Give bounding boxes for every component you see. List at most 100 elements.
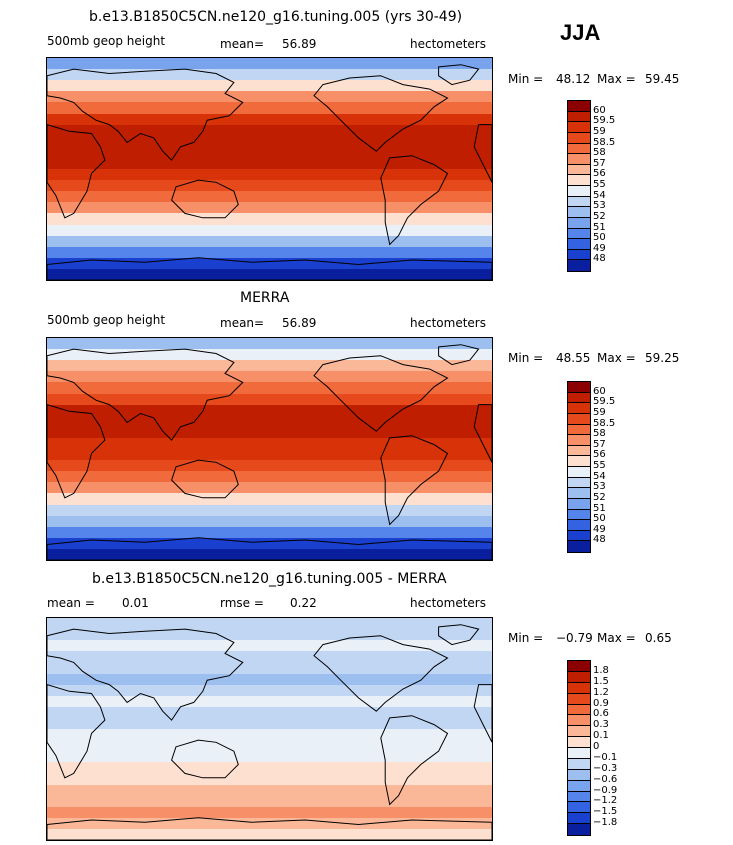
panel3-map: [46, 617, 493, 841]
panel2-max-label: Max =: [597, 351, 636, 365]
zonal-band: [47, 449, 492, 461]
colorbar-box: [568, 207, 590, 218]
colorbar-label: 57: [593, 438, 606, 450]
coastline: [438, 64, 480, 86]
panel1-mean-label: mean=: [220, 37, 265, 51]
colorbar-box: [568, 122, 590, 133]
colorbar-box: [568, 802, 590, 814]
coastline: [473, 404, 492, 463]
colorbar-label: 54: [593, 470, 606, 482]
colorbar-label: 55: [593, 179, 606, 190]
colorbar-box: [568, 249, 590, 261]
zonal-band: [47, 258, 492, 270]
panel2-max-value: 59.25: [645, 351, 680, 365]
panel1-variable: 500mb geop height: [47, 34, 166, 48]
colorbar-label: −0.3: [593, 762, 618, 774]
colorbar-box: [568, 509, 590, 521]
zonal-band: [47, 69, 492, 81]
coastline: [47, 348, 244, 441]
zonal-band: [47, 527, 492, 539]
colorbar-label: 58.5: [593, 417, 616, 429]
colorbar-label: 58: [593, 147, 606, 159]
colorbar-box: [568, 260, 590, 271]
colorbar-box: [568, 132, 590, 144]
coastline: [47, 404, 106, 499]
panel2-units: hectometers: [410, 316, 486, 330]
coastline: [47, 257, 492, 280]
colorbar-box: [568, 228, 590, 240]
colorbar-label: 1.5: [593, 675, 609, 687]
panel2-min-label: Min =: [508, 351, 544, 365]
zonal-band: [47, 807, 492, 819]
panel3-rmse-label: rmse =: [220, 596, 264, 610]
zonal-band: [47, 460, 492, 472]
panel1-map: [46, 57, 493, 281]
zonal-band: [47, 696, 492, 708]
panel1-min-label: Min =: [508, 72, 544, 86]
zonal-band: [47, 371, 492, 383]
coastline: [47, 537, 492, 560]
coastline: [47, 124, 106, 219]
colorbar-box: [568, 661, 590, 672]
panel1-colorbar: [567, 100, 591, 272]
colorbar-box: [568, 382, 590, 393]
colorbar-box: [568, 530, 590, 542]
colorbar-box: [568, 111, 590, 123]
colorbar-box: [568, 748, 590, 759]
colorbar-box: [568, 791, 590, 803]
colorbar-box: [568, 758, 590, 770]
colorbar-label: −1.2: [593, 795, 618, 807]
coastline: [380, 155, 449, 246]
colorbar-box: [568, 813, 590, 825]
colorbar-box: [568, 498, 590, 510]
colorbar-box: [568, 154, 590, 165]
colorbar-box: [568, 445, 590, 457]
colorbar-box: [568, 101, 590, 112]
colorbar-label: 57: [593, 157, 606, 169]
colorbar-box: [568, 239, 590, 250]
zonal-band: [47, 202, 492, 214]
zonal-band: [47, 796, 492, 808]
panel1-units: hectometers: [410, 37, 486, 51]
colorbar-box: [568, 737, 590, 748]
zonal-band: [47, 180, 492, 192]
zonal-band: [47, 629, 492, 641]
coastline: [313, 355, 449, 432]
zonal-band: [47, 651, 492, 663]
panel3-mean-label: mean =: [47, 596, 95, 610]
colorbar-box: [568, 196, 590, 208]
zonal-band: [47, 427, 492, 439]
colorbar-label: −0.9: [593, 784, 618, 796]
zonal-band: [47, 662, 492, 675]
panel3-mean-value: 0.01: [122, 596, 149, 610]
zonal-band: [47, 785, 492, 797]
colorbar-box: [568, 780, 590, 792]
coastline: [473, 684, 492, 743]
colorbar-label: 52: [593, 210, 606, 222]
colorbar-box: [568, 435, 590, 446]
zonal-band: [47, 338, 492, 350]
panel3-max-label: Max =: [597, 631, 636, 645]
colorbar-box: [568, 520, 590, 531]
colorbar-box: [568, 186, 590, 197]
panel1-min-value: 48.12: [556, 72, 591, 86]
zonal-band: [47, 674, 492, 686]
coastline: [438, 624, 480, 646]
colorbar-label: 48: [593, 534, 606, 546]
colorbar-label: 59: [593, 406, 606, 418]
zonal-band: [47, 136, 492, 148]
colorbar-label: 53: [593, 200, 606, 212]
panel1-title: b.e13.B1850C5CN.ne120_g16.tuning.005 (yr…: [89, 9, 463, 25]
zonal-band: [47, 225, 492, 237]
colorbar-label: 1.2: [593, 686, 609, 698]
panel3-colorbar: [567, 660, 591, 836]
colorbar-box: [568, 392, 590, 404]
coastline: [313, 75, 449, 152]
colorbar-box: [568, 175, 590, 186]
colorbar-label: −1.8: [593, 817, 618, 829]
colorbar-label: 58: [593, 428, 606, 440]
panel2-variable: 500mb geop height: [47, 313, 166, 327]
panel1-map-svg: [47, 58, 492, 280]
zonal-band: [47, 718, 492, 730]
zonal-band: [47, 360, 492, 372]
